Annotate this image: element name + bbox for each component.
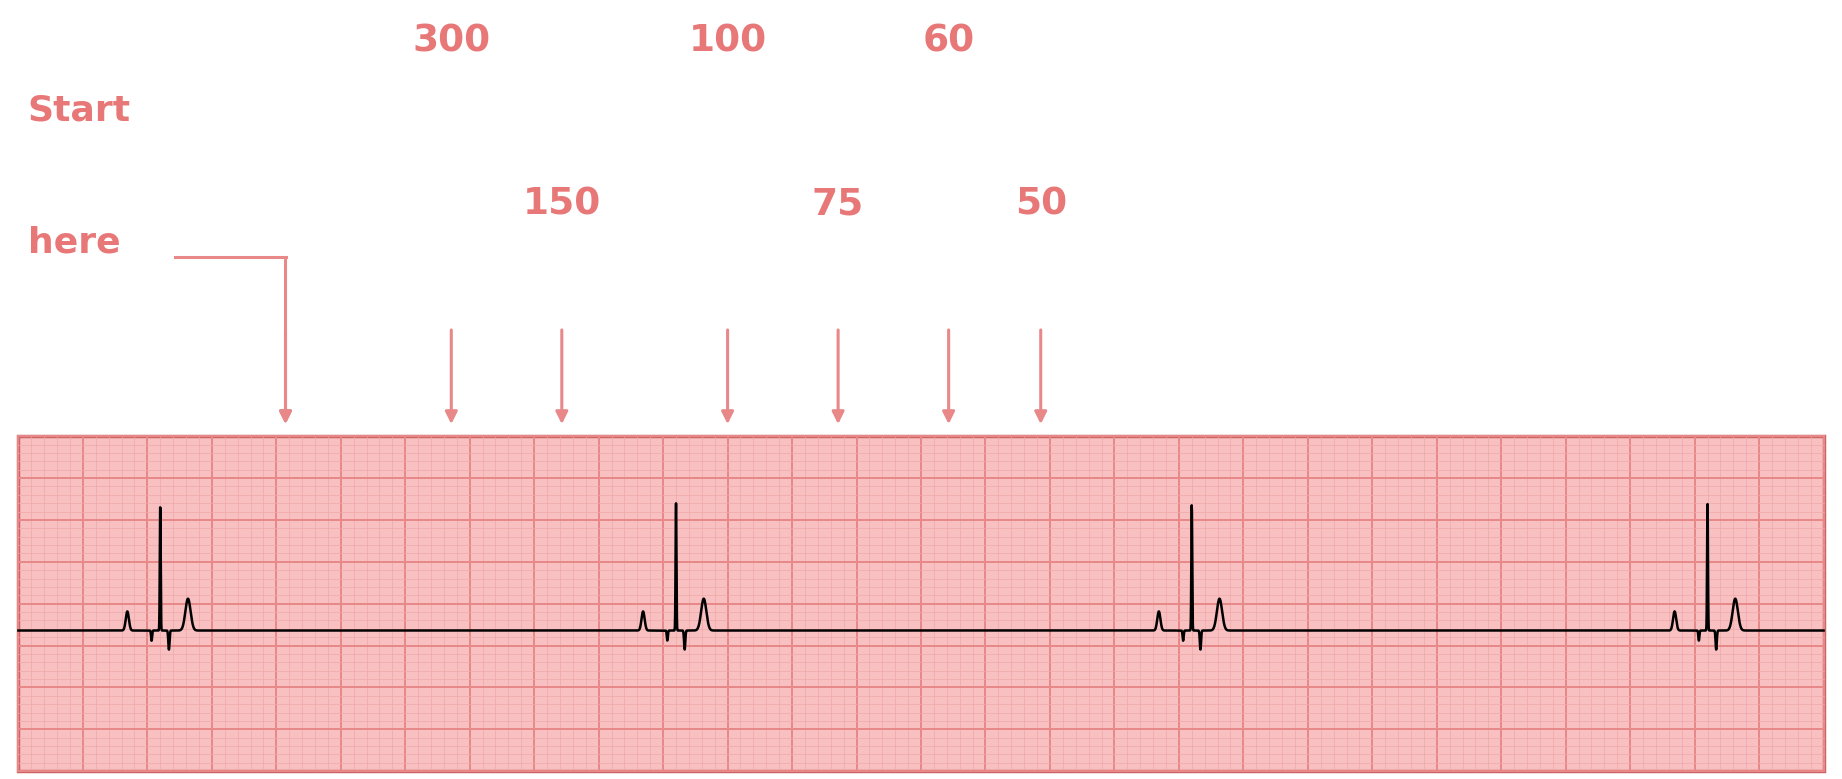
Bar xyxy=(18,436,1824,771)
Text: Start: Start xyxy=(28,93,131,128)
Text: 300: 300 xyxy=(413,23,490,59)
Text: 50: 50 xyxy=(1015,187,1067,223)
Text: here: here xyxy=(28,226,120,260)
Text: 75: 75 xyxy=(812,187,864,223)
Text: 60: 60 xyxy=(923,23,974,59)
Text: 150: 150 xyxy=(523,187,600,223)
Text: 100: 100 xyxy=(689,23,766,59)
